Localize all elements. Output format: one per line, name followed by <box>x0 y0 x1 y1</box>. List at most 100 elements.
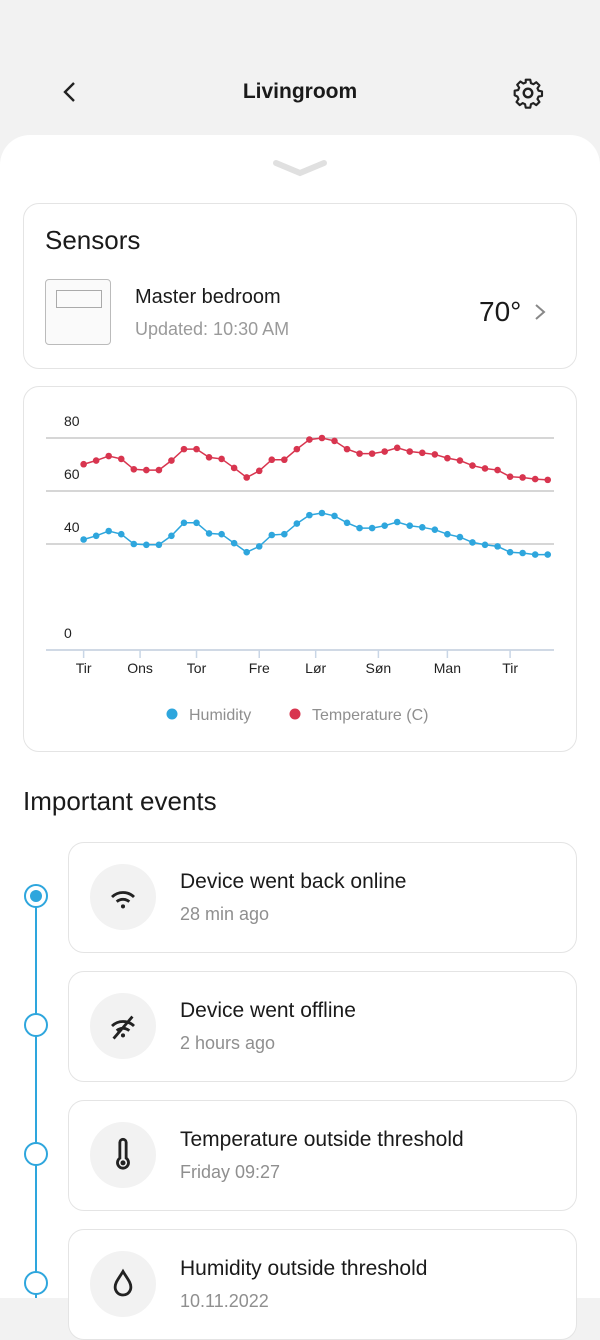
point <box>444 530 451 538</box>
point <box>143 541 150 549</box>
point <box>469 462 476 469</box>
device-updated: Updated: 10:30 AM <box>135 319 290 339</box>
point <box>544 551 552 558</box>
page-title: Livingroom <box>242 80 358 103</box>
timeline-dot <box>24 1142 48 1166</box>
point <box>268 456 276 464</box>
point <box>544 476 552 484</box>
point <box>519 549 526 557</box>
point <box>92 457 100 464</box>
point <box>444 454 451 462</box>
x-tick-label: Fre <box>249 660 270 676</box>
point <box>130 465 138 473</box>
point <box>130 540 138 548</box>
point <box>456 533 464 541</box>
events-title: Important events <box>23 786 217 816</box>
y-tick-label: 60 <box>64 466 80 482</box>
point <box>255 543 263 550</box>
point <box>205 530 213 537</box>
legend-label: Temperature (C) <box>312 707 428 724</box>
point <box>117 455 125 463</box>
point <box>168 457 175 464</box>
point <box>243 548 250 556</box>
point <box>80 536 87 543</box>
sheet-handle[interactable] <box>272 158 328 178</box>
point <box>293 445 301 453</box>
point <box>368 524 376 532</box>
point <box>481 541 489 549</box>
legend-marker <box>289 708 301 720</box>
device-name[interactable]: Master bedroom <box>135 286 281 308</box>
point <box>406 522 414 530</box>
point <box>80 460 87 468</box>
point <box>331 512 338 520</box>
point <box>168 532 175 540</box>
point <box>306 436 313 443</box>
x-tick-label: Ons <box>127 660 153 676</box>
point <box>218 455 225 463</box>
point <box>343 519 351 527</box>
point <box>331 437 338 445</box>
point <box>193 519 200 527</box>
screen: {"header":{"title":"Livingroom"}, "senso… <box>0 77 600 1340</box>
point <box>92 532 100 540</box>
point <box>531 551 539 558</box>
timeline-dot <box>24 1271 48 1295</box>
settings-button[interactable] <box>512 77 544 109</box>
event-title: Temperature outside threshold <box>180 1128 464 1151</box>
point <box>105 527 113 535</box>
event-title: Humidity outside threshold <box>180 1257 428 1280</box>
point <box>519 474 526 481</box>
point <box>155 541 163 549</box>
point <box>481 465 489 472</box>
point <box>418 524 426 531</box>
point <box>281 456 288 464</box>
event-icon <box>90 993 156 1059</box>
legend-marker <box>166 708 178 720</box>
device-image <box>45 279 111 345</box>
line <box>83 512 548 556</box>
event-icon <box>90 864 156 930</box>
point <box>205 454 213 461</box>
back-button[interactable] <box>58 80 82 104</box>
point <box>318 509 326 517</box>
event-time: 28 min ago <box>180 904 270 924</box>
point <box>281 530 288 538</box>
point <box>243 474 250 481</box>
point <box>193 445 200 453</box>
sensors-title: Sensors <box>45 225 141 255</box>
timeline-dot <box>24 1013 48 1037</box>
timeline-dot <box>24 884 48 908</box>
point <box>306 511 313 519</box>
point <box>418 449 426 457</box>
sensors-card <box>23 203 577 369</box>
point <box>431 451 439 458</box>
point <box>343 445 351 453</box>
point <box>255 467 263 475</box>
point <box>393 444 401 452</box>
x-tick-label: Man <box>434 660 461 676</box>
event-icon <box>90 1122 156 1188</box>
device-chevron[interactable] <box>532 302 548 322</box>
legend-label: Humidity <box>189 707 251 724</box>
timeline <box>35 905 37 1298</box>
chart: 0 40 60 80 Tir Ons Tor Fre Lør Søn Man Tir Humidity T… <box>46 413 554 724</box>
point <box>431 526 439 533</box>
point <box>356 450 363 457</box>
point <box>406 448 414 455</box>
event-title: Device went offline <box>180 999 356 1022</box>
device-temperature: 70° <box>479 296 522 327</box>
event-title: Device went back online <box>180 870 407 893</box>
point <box>506 548 514 556</box>
point <box>381 448 388 455</box>
point <box>155 466 163 474</box>
point <box>318 434 326 442</box>
point <box>117 530 125 538</box>
point <box>456 457 464 464</box>
point <box>105 452 113 460</box>
event-time: 2 hours ago <box>180 1033 276 1053</box>
point <box>180 445 188 453</box>
point <box>494 543 501 550</box>
point <box>531 475 539 483</box>
point <box>268 531 276 539</box>
